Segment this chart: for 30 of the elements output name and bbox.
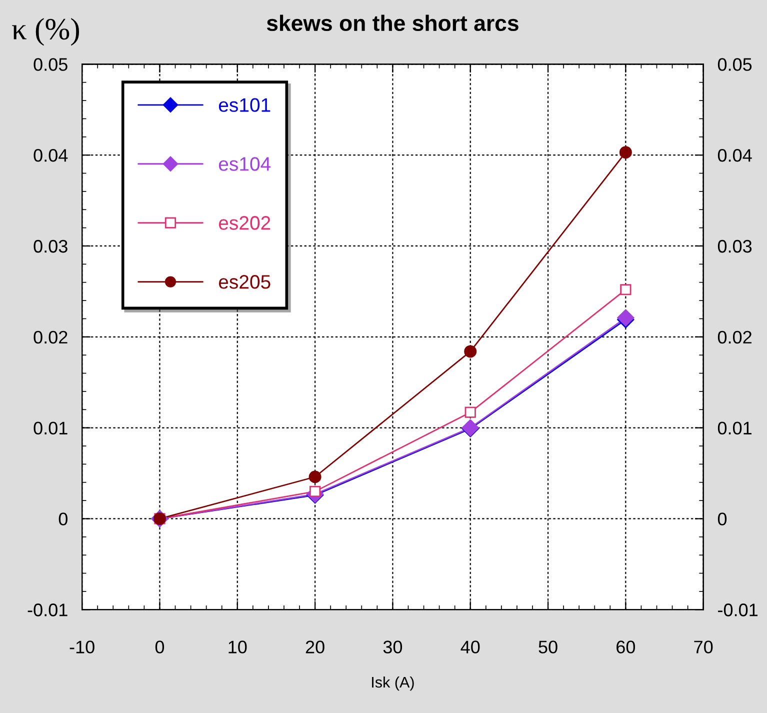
y-tick-label: -0.01 (28, 604, 68, 616)
x-tick-label: 60 (616, 640, 636, 654)
legend-label: es101 (218, 98, 270, 112)
y2-tick-label: 0.02 (718, 330, 752, 344)
y2-tick-label: 0.05 (718, 58, 752, 71)
x-tick-label: 40 (460, 640, 480, 654)
y-tick-label: 0.03 (34, 240, 68, 253)
y2-tick-label: -0.01 (718, 604, 758, 616)
y-tick-label: 0.01 (34, 422, 68, 435)
y-tick-label: 0.02 (34, 330, 68, 344)
y-axis-title: κ (%) (12, 18, 79, 46)
x-tick-label: 20 (306, 640, 324, 654)
x-tick-label: 30 (383, 640, 402, 654)
y2-tick-label: 0.01 (718, 422, 752, 435)
y2-tick-label: 0 (718, 512, 727, 526)
y-tick-label: 0.04 (34, 149, 68, 162)
x-tick-label: 70 (694, 640, 713, 654)
legend-label: es104 (218, 157, 271, 171)
x-tick-label: 50 (538, 640, 558, 654)
x-tick-label: 10 (228, 640, 247, 654)
x-tick-label: 0 (155, 640, 164, 654)
y2-tick-label: 0.03 (718, 240, 752, 253)
y2-tick-label: 0.04 (718, 149, 752, 162)
x-axis-title: Isk (A) (372, 676, 414, 691)
y-tick-label: 0 (58, 512, 68, 526)
y-tick-label: 0.05 (34, 58, 68, 71)
legend-label: es205 (218, 275, 270, 289)
legend-label: es202 (218, 216, 270, 230)
chart-title: skews on the short arcs (266, 14, 518, 32)
x-tick-label: -10 (70, 640, 94, 654)
